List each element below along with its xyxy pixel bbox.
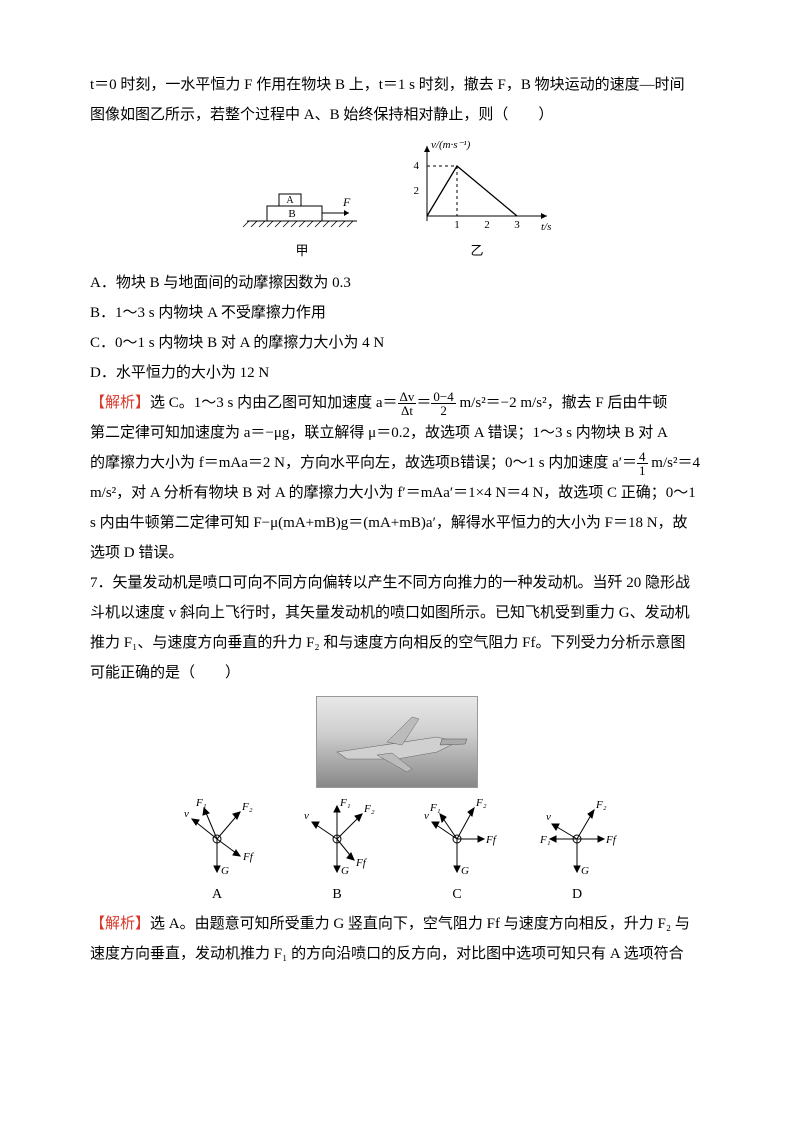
- q7-line3: 推力 F₁、与速度方向垂直的升力 F₂ 和与速度方向相反的空气阻力 Ff。下列受…: [90, 628, 704, 658]
- fig-yi-label: 乙: [470, 238, 483, 264]
- block-a-label: A: [286, 195, 294, 206]
- svg-text:2: 2: [414, 185, 420, 197]
- q6-ans-line6: 选项 D 错误。: [90, 538, 704, 568]
- q6-ans-line5: s 内由牛顿第二定律可知 F−μ(mA+mB)g＝(mA+mB)a′，解得水平恒…: [90, 508, 704, 538]
- figure-yi: 4 2 1 2 3 t/s v/(m·s⁻¹) 乙: [397, 136, 557, 264]
- q6-opt-b: B．1～3 s 内物块 A 不受摩擦力作用: [90, 298, 704, 328]
- svg-text:G: G: [221, 865, 229, 877]
- fraction: ΔvΔt: [398, 390, 417, 417]
- page: t＝0 时刻，一水平恒力 F 作用在物块 B 上，t＝1 s 时刻，撤去 F，B…: [0, 0, 794, 1123]
- q6-line1: t＝0 时刻，一水平恒力 F 作用在物块 B 上，t＝1 s 时刻，撤去 F，B…: [90, 70, 704, 100]
- svg-text:Ff: Ff: [355, 857, 368, 869]
- q7-line4: 可能正确的是（ ）: [90, 658, 704, 688]
- svg-text:G: G: [461, 865, 469, 877]
- svg-text:G: G: [581, 865, 589, 877]
- svg-text:t/s: t/s: [541, 221, 551, 233]
- analysis-tag: 【解析】: [90, 395, 150, 411]
- fig-jia-label: 甲: [295, 238, 308, 264]
- q6-ans-line3: 的摩擦力大小为 f＝mAa＝2 N，方向水平向左，故选项B错误；0～1 s 内加…: [90, 448, 704, 478]
- q6-figures: B A F 甲: [90, 136, 704, 264]
- svg-text:v: v: [184, 808, 189, 820]
- option-c-diagram: v F₁ F₂ Ff G C: [412, 794, 502, 909]
- svg-text:1: 1: [454, 219, 460, 231]
- fraction: 0−42: [431, 390, 455, 417]
- analysis-tag: 【解析】: [90, 916, 150, 932]
- q6-ans-line1: 【解析】选 C。1～3 s 内由乙图可知加速度 a＝ΔvΔt＝0−42 m/s²…: [90, 388, 704, 418]
- vt-graph: 4 2 1 2 3 t/s v/(m·s⁻¹): [397, 136, 557, 236]
- opt-a-label: A: [212, 881, 222, 909]
- q6-line2: 图像如图乙所示，若整个过程中 A、B 始终保持相对静止，则（ ）: [90, 100, 704, 130]
- svg-text:F₂: F₂: [363, 803, 375, 815]
- svg-text:Ff: Ff: [605, 834, 618, 846]
- svg-text:G: G: [341, 865, 349, 877]
- opt-d-label: D: [572, 881, 582, 909]
- opt-b-label: B: [332, 881, 341, 909]
- q6-ans-line2: 第二定律可知加速度为 a＝−μg，联立解得 μ＝0.2，故选项 A 错误；1～3…: [90, 418, 704, 448]
- block-b-label: B: [288, 208, 295, 220]
- svg-text:Ff: Ff: [242, 851, 255, 863]
- svg-text:2: 2: [484, 219, 490, 231]
- svg-text:v: v: [546, 811, 551, 823]
- block-diagram: B A F: [237, 176, 367, 236]
- jet-photo: [90, 696, 704, 788]
- figure-jia: B A F 甲: [237, 176, 367, 264]
- force-f-label: F: [342, 195, 351, 209]
- fraction: 41: [637, 450, 648, 477]
- q7-ans-line2: 速度方向垂直，发动机推力 F₁ 的方向沿喷口的反方向，对比图中选项可知只有 A …: [90, 939, 704, 969]
- option-d-diagram: v F₁ F₂ Ff G D: [532, 794, 622, 909]
- option-a-diagram: v F₁ F₂ Ff G A: [172, 794, 262, 909]
- svg-text:v/(m·s⁻¹): v/(m·s⁻¹): [431, 139, 471, 151]
- svg-text:F₁: F₁: [429, 802, 441, 814]
- svg-text:F₂: F₂: [595, 799, 607, 811]
- svg-text:v: v: [304, 810, 309, 822]
- svg-text:F₂: F₂: [475, 797, 487, 809]
- q6-opt-a: A．物块 B 与地面间的动摩擦因数为 0.3: [90, 268, 704, 298]
- svg-text:4: 4: [414, 160, 420, 172]
- svg-text:3: 3: [514, 219, 520, 231]
- svg-text:F₂: F₂: [241, 801, 253, 813]
- svg-text:v: v: [424, 810, 429, 822]
- q6-opt-c: C．0～1 s 内物块 B 对 A 的摩擦力大小为 4 N: [90, 328, 704, 358]
- q6-ans-line4: m/s²，对 A 分析有物块 B 对 A 的摩擦力大小为 f′＝mAa′＝1×4…: [90, 478, 704, 508]
- opt-c-label: C: [452, 881, 461, 909]
- svg-text:Ff: Ff: [485, 834, 498, 846]
- option-b-diagram: v F₂ F₁ Ff G B: [292, 794, 382, 909]
- svg-text:F₁: F₁: [195, 797, 207, 809]
- svg-text:F₁: F₁: [339, 797, 351, 809]
- q7-line2: 斗机以速度 v 斜向上飞行时，其矢量发动机的喷口如图所示。已知飞机受到重力 G、…: [90, 598, 704, 628]
- q6-opt-d: D．水平恒力的大小为 12 N: [90, 358, 704, 388]
- q7-ans-line1: 【解析】选 A。由题意可知所受重力 G 竖直向下，空气阻力 Ff 与速度方向相反…: [90, 909, 704, 939]
- svg-text:F₁: F₁: [539, 834, 551, 846]
- q7-line1: 7．矢量发动机是喷口可向不同方向偏转以产生不同方向推力的一种发动机。当歼 20 …: [90, 568, 704, 598]
- force-diagrams: v F₁ F₂ Ff G A v F₂ F₁: [90, 794, 704, 909]
